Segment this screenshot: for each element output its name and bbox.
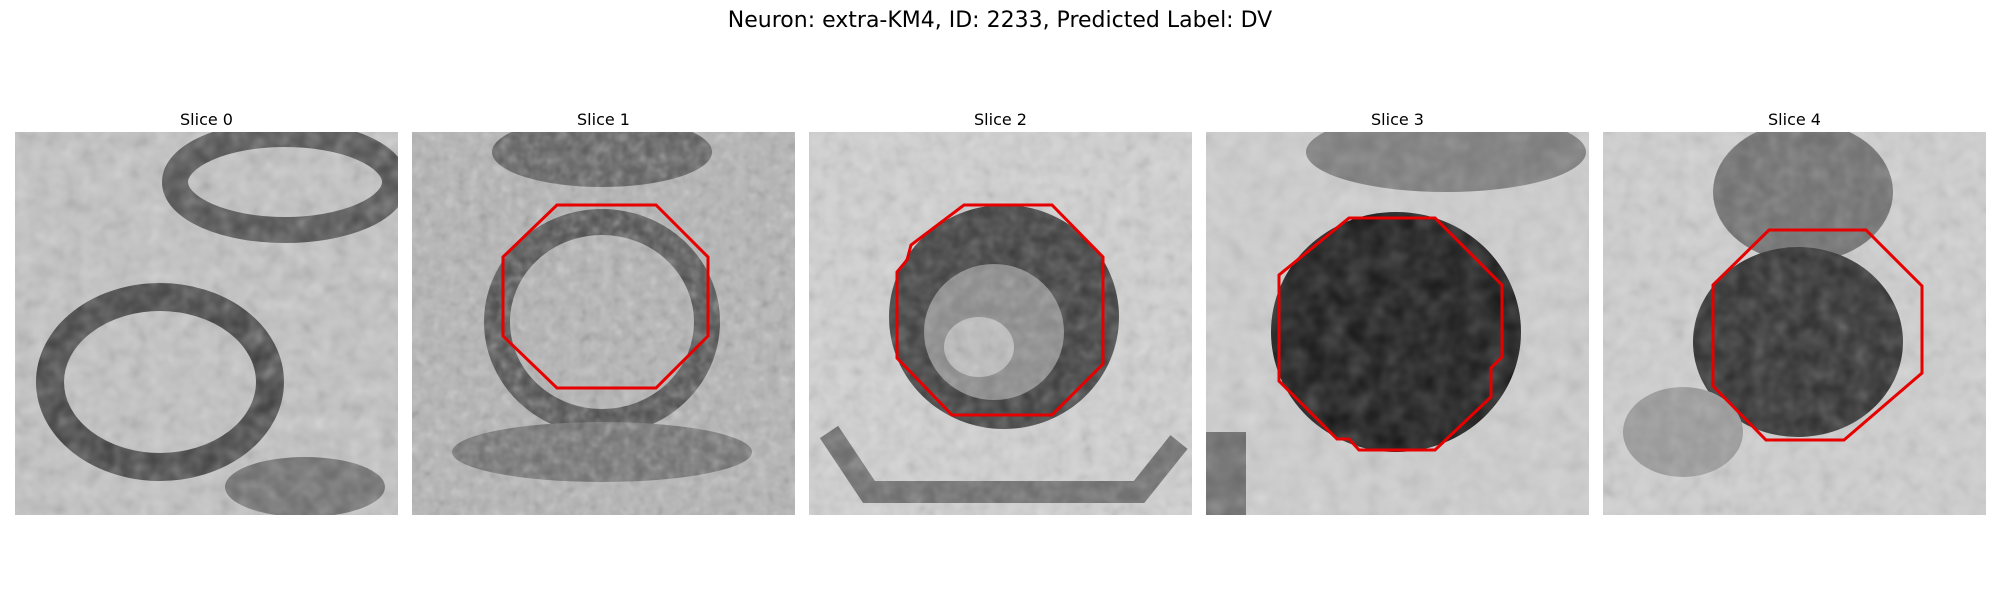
- slice-panel-0: Slice 0: [15, 108, 398, 515]
- slice-image: [1603, 132, 1986, 515]
- roi-contour: [1711, 228, 1924, 442]
- slice-panel-2: Slice 2: [809, 108, 1192, 515]
- slice-image: [809, 132, 1192, 515]
- figure-title: Neuron: extra-KM4, ID: 2233, Predicted L…: [727, 8, 1273, 33]
- slice-title: Slice 0: [180, 110, 233, 129]
- slice-0-canvas: [15, 132, 398, 515]
- slice-panel-4: Slice 4: [1603, 108, 1986, 515]
- slice-image: [1206, 132, 1589, 515]
- slice-panel-1: Slice 1: [412, 108, 795, 515]
- slice-title: Slice 1: [577, 110, 630, 129]
- slice-4-canvas: [1603, 132, 1986, 515]
- slice-3-canvas: [1206, 132, 1589, 515]
- slice-title: Slice 4: [1768, 110, 1821, 129]
- roi-contour: [1277, 216, 1504, 452]
- slice-panel-3: Slice 3: [1206, 108, 1589, 515]
- roi-contour: [895, 203, 1105, 417]
- roi-contour: [501, 203, 710, 390]
- slice-image: [412, 132, 795, 515]
- slice-2-canvas: [809, 132, 1192, 515]
- slice-image: [15, 132, 398, 515]
- slice-title: Slice 2: [974, 110, 1027, 129]
- slice-title: Slice 3: [1371, 110, 1424, 129]
- slice-1-canvas: [412, 132, 795, 515]
